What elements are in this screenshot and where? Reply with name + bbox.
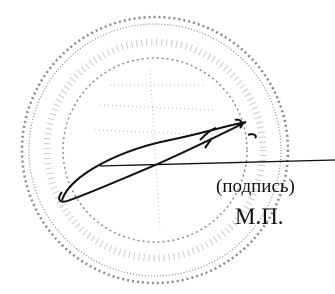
seal-mark: М.П. bbox=[235, 204, 284, 229]
stamp-signature: (подпись) М.П. bbox=[0, 0, 335, 294]
signature-caption: (подпись) bbox=[216, 176, 295, 197]
stamp bbox=[22, 17, 288, 283]
stamp-inner-lines bbox=[95, 70, 215, 230]
page: (подпись) М.П. (() => { const data = JSO… bbox=[0, 0, 335, 294]
signature-line bbox=[100, 160, 335, 166]
